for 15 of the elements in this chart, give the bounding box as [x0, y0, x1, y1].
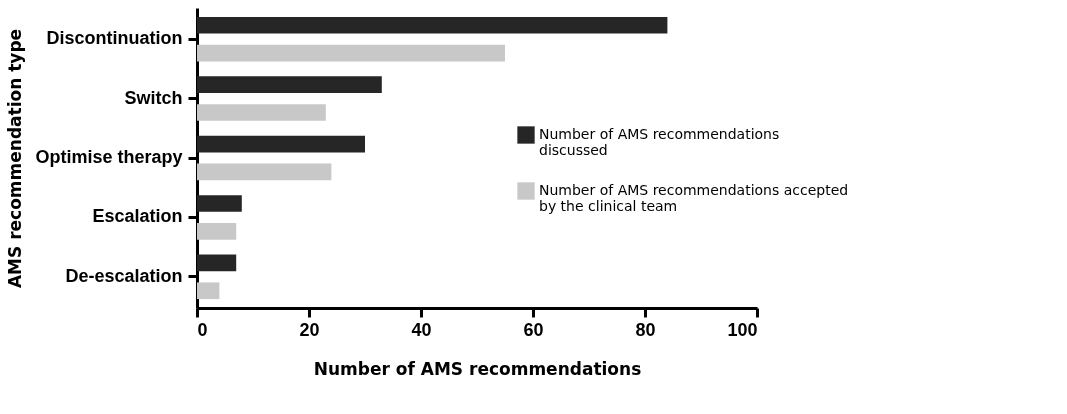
x-tick-label: 40: [411, 319, 432, 340]
x-tick-label: 100: [727, 319, 758, 340]
x-tick-label: 80: [635, 319, 656, 340]
x-tick-label: 0: [197, 319, 208, 340]
legend-label: Number of AMS recommendations discussed: [539, 126, 780, 158]
y-tick-label: Optimise therapy: [35, 147, 183, 167]
x-axis-title: Number of AMS recommendations: [313, 358, 642, 379]
legend-label: Number of AMS recommendations accepted by the clinical team: [539, 182, 849, 214]
y-axis-title: AMS recommendation type: [5, 28, 26, 289]
x-tick-label: 60: [523, 319, 544, 340]
y-tick-label: Switch: [124, 87, 183, 108]
x-tick-label: 20: [299, 319, 320, 340]
y-tick-label: Discontinuation: [46, 28, 183, 49]
y-tick-label: Escalation: [92, 206, 183, 227]
y-tick-label: De-escalation: [65, 265, 183, 286]
